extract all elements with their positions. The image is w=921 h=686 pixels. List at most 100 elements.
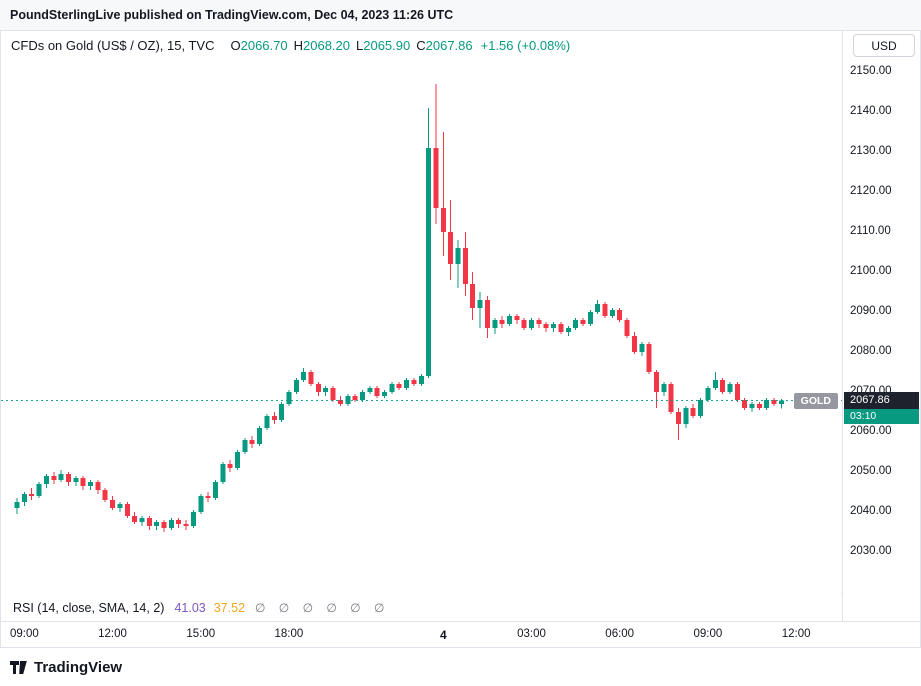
candle-body bbox=[661, 384, 667, 392]
legend-symbol[interactable]: CFDs on Gold (US$ / OZ), 15, TVC bbox=[11, 38, 215, 53]
time-axis-label: 4 bbox=[439, 628, 447, 642]
candle-body bbox=[742, 400, 748, 408]
tradingview-brand[interactable]: TradingView bbox=[34, 658, 123, 676]
candle-body bbox=[580, 320, 586, 324]
legend-low-label: L bbox=[356, 38, 364, 53]
candle-body bbox=[315, 384, 321, 392]
candle-body bbox=[690, 408, 696, 416]
candle-body bbox=[462, 248, 468, 284]
candle-body bbox=[705, 388, 711, 400]
candle-body bbox=[323, 388, 329, 392]
candle-body bbox=[749, 404, 755, 408]
legend-high-label: H bbox=[293, 38, 303, 53]
candle-body bbox=[506, 316, 512, 324]
candle-body bbox=[602, 304, 608, 316]
candle-body bbox=[117, 504, 123, 508]
price-axis-label: 2030.00 bbox=[850, 545, 892, 557]
rsi-value: 41.03 bbox=[174, 601, 206, 615]
candle-body bbox=[220, 464, 226, 482]
candle-body bbox=[367, 388, 373, 392]
time-axis-label: 09:00 bbox=[10, 628, 39, 640]
candle-body bbox=[212, 482, 218, 498]
chart-legend: CFDs on Gold (US$ / OZ), 15, TVC O2066.70… bbox=[11, 38, 570, 53]
price-axis-label: 2110.00 bbox=[850, 225, 891, 237]
candle-body bbox=[440, 208, 446, 232]
candle-body bbox=[146, 518, 152, 526]
price-axis-label: 2040.00 bbox=[850, 505, 892, 517]
symbol-price-label: GOLD bbox=[793, 392, 838, 409]
footer: TradingView bbox=[0, 648, 921, 686]
candle-body bbox=[756, 404, 762, 408]
candle-body bbox=[499, 320, 505, 324]
legend-open-value: 2066.70 bbox=[240, 38, 288, 53]
candle-body bbox=[73, 478, 79, 482]
candle-body bbox=[293, 380, 299, 392]
price-axis-label: 2120.00 bbox=[850, 185, 892, 197]
candle-body bbox=[529, 320, 534, 328]
legend-low-value: 2065.90 bbox=[363, 38, 411, 53]
price-axis-label: 2080.00 bbox=[850, 345, 892, 357]
candlestick-chart[interactable] bbox=[1, 31, 844, 593]
candle-body bbox=[271, 416, 277, 420]
legend-close-label: C bbox=[416, 38, 426, 53]
candle-body bbox=[558, 324, 564, 332]
candle-body bbox=[80, 478, 86, 486]
candle-body bbox=[653, 372, 659, 392]
candle-body bbox=[565, 328, 571, 332]
attribution-text: PoundSterlingLive published on TradingVi… bbox=[10, 8, 454, 22]
time-axis-label: 06:00 bbox=[605, 628, 635, 640]
candle-body bbox=[536, 320, 542, 324]
candle-body bbox=[330, 388, 336, 400]
time-axis-label: 12:00 bbox=[98, 628, 127, 640]
legend-open-label: O bbox=[230, 38, 241, 53]
candle-body bbox=[264, 416, 270, 428]
price-axis[interactable]: 2150.00 2140.00 2130.00 2120.00 2110.00 2100.… bbox=[842, 31, 920, 647]
tradingview-logo-icon[interactable] bbox=[10, 660, 27, 674]
price-axis-label: 2140.00 bbox=[850, 105, 892, 117]
candle-body bbox=[58, 474, 64, 480]
candle-body bbox=[382, 392, 387, 396]
candle-body bbox=[771, 400, 777, 404]
candle-body bbox=[249, 440, 255, 444]
candle-body bbox=[359, 392, 365, 400]
candle-body bbox=[484, 300, 490, 328]
rsi-pane-header: RSI (14, close, SMA, 14, 2) 41.03 37.52 … bbox=[1, 593, 841, 623]
candle-body bbox=[176, 520, 182, 524]
candle-body bbox=[470, 284, 476, 308]
candle-body bbox=[102, 490, 108, 500]
candle-body bbox=[734, 384, 740, 400]
price-axis-label: 2100.00 bbox=[850, 265, 892, 277]
rsi-hidden-values: ∅ ∅ ∅ ∅ ∅ ∅ bbox=[255, 601, 390, 615]
candle-body bbox=[95, 482, 101, 490]
candle-body bbox=[683, 408, 689, 424]
candle-body bbox=[190, 512, 196, 526]
candle-body bbox=[609, 310, 615, 316]
candle-body bbox=[727, 384, 733, 392]
candle-body bbox=[624, 320, 630, 336]
time-axis-label: 03:00 bbox=[517, 628, 546, 640]
time-axis[interactable]: 09:00 12:00 15:00 18:00 4 03:00 06:00 09:00 12:0… bbox=[1, 621, 920, 647]
candle-body bbox=[595, 304, 601, 312]
candle-body bbox=[279, 404, 285, 420]
candle-body bbox=[712, 380, 718, 388]
candle-body bbox=[551, 324, 556, 328]
candle-body bbox=[51, 476, 57, 480]
candle-body bbox=[198, 496, 204, 512]
candle-body bbox=[43, 476, 49, 484]
candle-body bbox=[168, 520, 174, 528]
price-axis-label: 2130.00 bbox=[850, 145, 892, 157]
candle-body bbox=[448, 232, 454, 264]
candle-body bbox=[764, 400, 770, 408]
candle-body bbox=[389, 384, 395, 392]
candle-body bbox=[477, 300, 483, 308]
price-axis-label: 2150.00 bbox=[850, 65, 892, 77]
candle-body bbox=[301, 372, 307, 380]
time-axis-label: 09:00 bbox=[693, 628, 723, 640]
currency-usd-button[interactable]: USD bbox=[853, 34, 915, 57]
rsi-title[interactable]: RSI (14, close, SMA, 14, 2) bbox=[13, 601, 165, 615]
attribution-banner: PoundSterlingLive published on TradingVi… bbox=[0, 0, 921, 30]
candle-body bbox=[235, 452, 240, 468]
price-axis-label: 2050.00 bbox=[850, 465, 892, 477]
bar-countdown-badge: 03:10 bbox=[844, 408, 919, 424]
candle-body bbox=[88, 482, 93, 486]
